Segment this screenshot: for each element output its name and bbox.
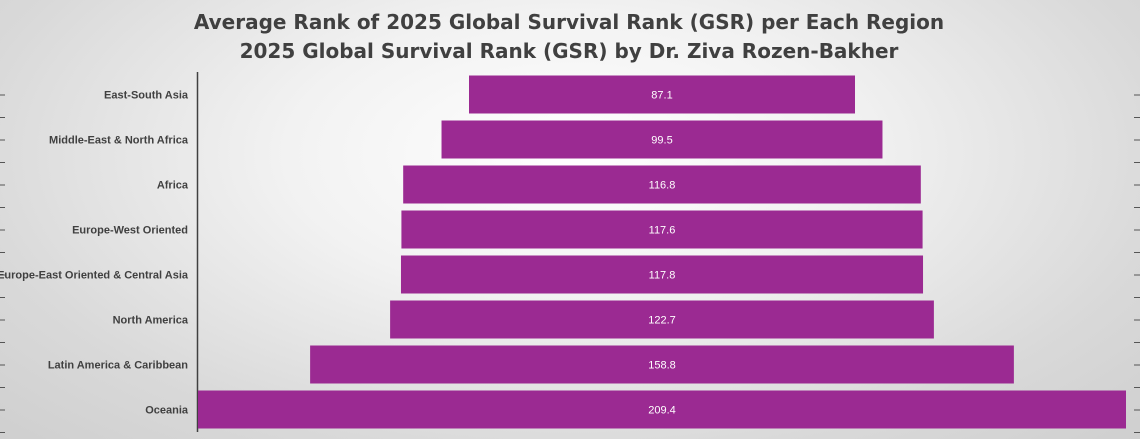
category-label: Oceania: [145, 405, 189, 417]
category-label: Middle-East & North Africa: [49, 135, 189, 147]
bar-latin-america-caribbean: [310, 345, 1014, 384]
data-label: 116.8: [649, 180, 676, 192]
category-label: Europe-West Oriented: [72, 225, 188, 237]
data-label: 209.4: [648, 405, 676, 417]
chart-title-line-2: 2025 Global Survival Rank (GSR) by Dr. Z…: [240, 39, 899, 63]
category-label: Africa: [157, 180, 189, 192]
chart-title-line-1: Average Rank of 2025 Global Survival Ran…: [194, 10, 944, 34]
data-label: 99.5: [651, 135, 672, 147]
category-label: East-South Asia: [104, 90, 189, 102]
bar-europe-west-oriented: [401, 210, 923, 249]
data-label: 117.8: [649, 270, 676, 282]
bar-europe-east-oriented-central-asia: [400, 255, 924, 294]
bar-east-south-asia: [468, 75, 856, 114]
bar-africa: [403, 165, 921, 204]
data-label: 117.6: [649, 225, 676, 237]
data-label: 158.8: [648, 360, 676, 372]
bar-middle-east-north-africa: [441, 120, 883, 159]
category-label: Europe-East Oriented & Central Asia: [0, 270, 189, 282]
category-label: Latin America & Caribbean: [48, 360, 188, 372]
bar-oceania: [198, 390, 1126, 429]
data-label: 122.7: [648, 315, 676, 327]
data-label: 87.1: [651, 90, 672, 102]
left-edge-ticks: [0, 94, 1140, 433]
bar-north-america: [390, 300, 934, 339]
category-label: North America: [113, 315, 189, 327]
bar-group: 87.1 East-South Asia 99.5 Middle-East & Nor…: [0, 75, 1126, 429]
